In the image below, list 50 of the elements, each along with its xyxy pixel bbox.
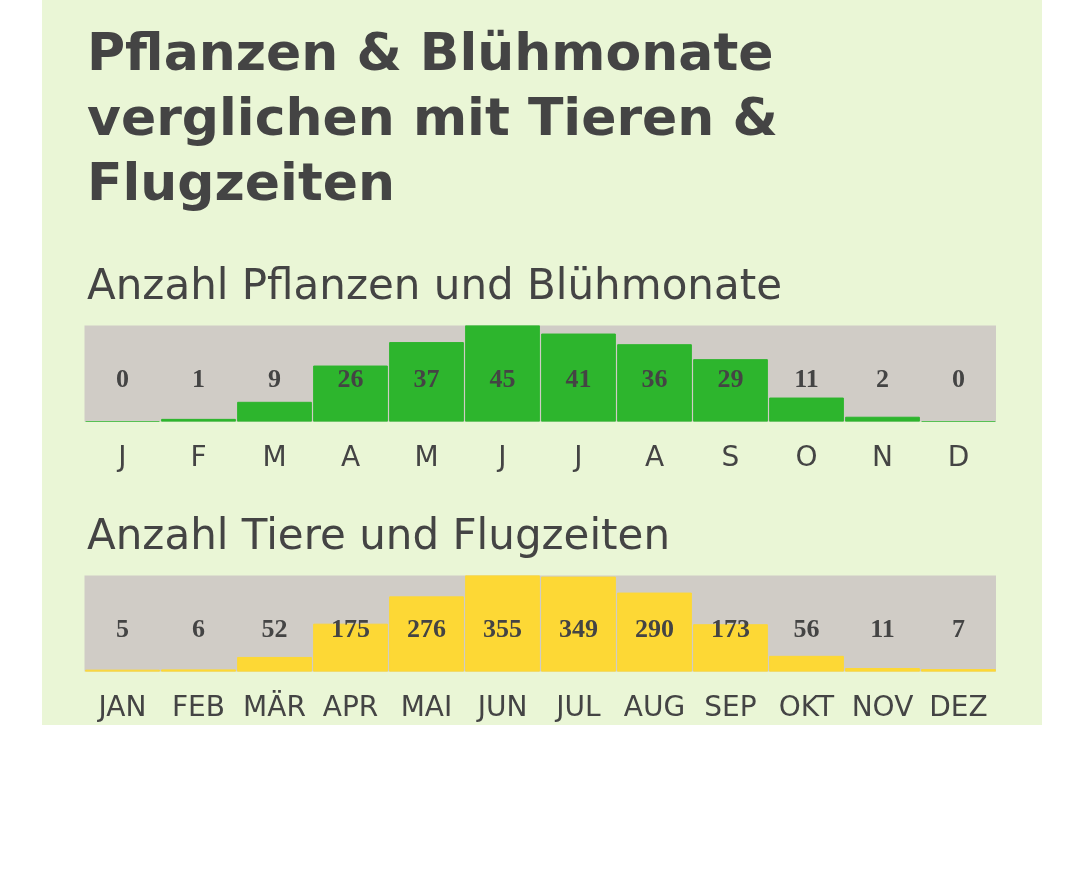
x-tick-label: MAI <box>400 689 453 723</box>
x-tick-label: N <box>872 439 893 473</box>
x-tick-label: SEP <box>704 689 757 723</box>
x-tick-label: J <box>116 439 127 473</box>
data-label: 56 <box>793 613 820 643</box>
x-tick-label: DEZ <box>929 689 988 723</box>
x-tick-label: M <box>414 439 439 473</box>
x-tick-label: D <box>947 439 970 473</box>
x-tick-label: M <box>262 439 287 473</box>
data-label: 276 <box>407 613 446 643</box>
chart-subtitle: Anzahl Pflanzen und Blühmonate <box>87 259 783 311</box>
data-label: 355 <box>483 613 522 643</box>
data-label: 1 <box>192 363 205 393</box>
x-tick-label: J <box>496 439 507 473</box>
data-label: 26 <box>337 363 364 393</box>
data-label: 5 <box>116 613 129 643</box>
data-label: 29 <box>717 363 744 393</box>
x-tick-label: APR <box>322 689 379 723</box>
x-tick-label: FEB <box>172 689 226 723</box>
data-label: 11 <box>794 363 819 393</box>
data-label: 6 <box>192 613 205 643</box>
x-tick-label: JUL <box>554 689 602 723</box>
x-tick-label: OKT <box>778 689 836 723</box>
data-label: 11 <box>870 613 895 643</box>
data-label: 52 <box>261 613 288 643</box>
x-tick-label: MÄR <box>243 689 306 723</box>
data-label: 175 <box>331 613 370 643</box>
data-label: 7 <box>952 613 965 643</box>
x-tick-label: JUN <box>475 689 528 723</box>
x-tick-label: JAN <box>96 689 147 723</box>
x-tick-label: F <box>190 439 207 473</box>
x-tick-label: S <box>721 439 740 473</box>
x-tick-label: AUG <box>623 689 686 723</box>
x-tick-label: NOV <box>851 689 914 723</box>
chart-title: Pflanzen & Blühmonate verglichen mit Tieren & Flugzeiten <box>87 21 779 214</box>
data-label: 0 <box>116 363 129 393</box>
data-label: 37 <box>413 363 440 393</box>
data-label: 36 <box>641 363 668 393</box>
data-label: 290 <box>635 613 674 643</box>
data-label: 349 <box>559 613 598 643</box>
data-label: 45 <box>489 363 516 393</box>
data-label: 2 <box>876 363 889 393</box>
data-label: 9 <box>268 363 281 393</box>
data-label: 41 <box>565 363 592 393</box>
data-label: 0 <box>952 363 965 393</box>
x-tick-label: J <box>572 439 583 473</box>
x-tick-label: A <box>644 439 665 473</box>
x-tick-label: A <box>340 439 361 473</box>
chart-title: Anzahl Tiere und Flugzeiten <box>87 509 671 561</box>
x-tick-label: O <box>795 439 818 473</box>
